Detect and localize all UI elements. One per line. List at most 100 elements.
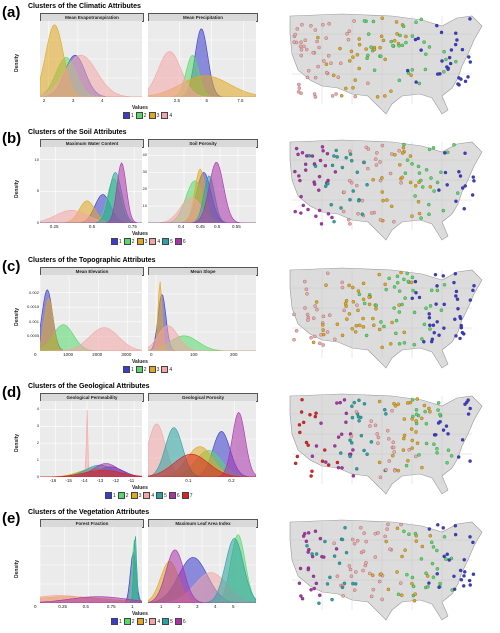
station-dot	[397, 303, 401, 307]
station-dot	[361, 281, 366, 286]
station-dot	[299, 53, 303, 58]
station-dot	[299, 594, 303, 598]
station-dot	[353, 582, 358, 586]
station-dot	[317, 208, 322, 213]
station-dot	[362, 448, 366, 453]
station-dot	[312, 92, 317, 96]
station-dot	[310, 154, 315, 158]
station-dot	[435, 288, 440, 293]
station-dot	[413, 194, 417, 198]
station-dot	[379, 54, 383, 58]
station-dot	[299, 48, 304, 52]
station-dot	[428, 304, 433, 308]
station-dot	[381, 198, 385, 203]
station-dot	[414, 20, 418, 24]
legend-swatch	[168, 492, 176, 499]
legend-label: 2	[131, 238, 135, 245]
station-dot	[353, 330, 358, 334]
station-dot	[366, 166, 370, 171]
station-dot	[316, 35, 320, 40]
x-tick-label: 4	[214, 604, 217, 609]
station-dot	[391, 445, 396, 450]
station-dot	[321, 343, 325, 347]
station-dot	[454, 59, 458, 64]
station-dot	[373, 532, 378, 536]
station-dot	[412, 310, 417, 315]
station-dot	[412, 599, 417, 603]
station-dot	[357, 419, 361, 423]
legend: 1 2 3 4 5 6 7	[103, 492, 192, 499]
plot-panel	[40, 21, 142, 97]
station-dot	[422, 403, 427, 408]
station-dot	[329, 203, 333, 207]
station-dot	[439, 308, 444, 312]
station-dot	[317, 45, 321, 50]
density-series-4	[40, 54, 142, 97]
station-dot	[344, 420, 348, 424]
station-dot	[315, 307, 319, 312]
station-dot	[341, 594, 345, 598]
us-map	[282, 510, 496, 628]
station-dot	[383, 57, 387, 62]
legend-swatch	[156, 492, 164, 499]
station-dot	[463, 184, 467, 188]
station-dot	[344, 86, 348, 91]
station-dot	[313, 75, 318, 80]
x-tick-label: -11	[128, 478, 135, 483]
station-dot	[401, 448, 406, 452]
legend-label: 2	[131, 618, 135, 625]
station-dot	[417, 211, 422, 216]
station-dot	[434, 302, 438, 306]
station-dot	[338, 46, 342, 51]
station-dot	[339, 206, 343, 210]
x-tick-label: 0.4	[178, 224, 185, 229]
station-dot	[441, 526, 445, 530]
station-dot	[323, 163, 328, 168]
plot-panel	[40, 275, 142, 351]
station-dot	[414, 80, 418, 84]
station-dot	[445, 461, 449, 465]
station-dot	[446, 67, 450, 71]
station-dot	[471, 540, 475, 545]
station-dot	[305, 312, 310, 317]
x-tick-label: 1000	[63, 352, 74, 357]
station-dot	[397, 289, 402, 293]
station-dot	[389, 39, 393, 44]
station-dot	[313, 414, 318, 419]
station-dot	[326, 54, 331, 58]
station-dot	[435, 320, 439, 324]
y-tick-label: 20	[142, 186, 147, 192]
y-tick-label: 2	[36, 440, 39, 446]
station-dot	[305, 544, 309, 548]
station-dot	[458, 314, 462, 319]
station-dot	[435, 284, 439, 288]
panel-label: (d)	[2, 384, 22, 401]
legend-swatch	[162, 618, 170, 625]
station-dot	[404, 463, 409, 468]
station-dot	[348, 152, 353, 156]
station-dot	[377, 460, 382, 465]
station-dot	[382, 324, 386, 329]
station-dot	[377, 579, 382, 584]
station-dot	[460, 438, 465, 442]
station-dot	[472, 284, 476, 288]
station-dot	[402, 433, 407, 438]
station-dot	[435, 567, 440, 571]
station-dot	[423, 409, 427, 414]
station-dot	[293, 32, 297, 37]
station-dot	[321, 323, 325, 327]
station-dot	[455, 297, 460, 301]
x-tick-label: 2.5	[173, 98, 181, 103]
station-dot	[406, 279, 410, 284]
density-series-3	[40, 297, 142, 351]
legend-swatch	[161, 366, 169, 373]
station-dot	[351, 300, 356, 304]
station-dot	[303, 38, 307, 42]
station-dot	[375, 432, 379, 436]
density-plot	[40, 147, 142, 223]
x-tick-label: 0.2	[228, 478, 235, 483]
station-dot	[342, 398, 347, 402]
density-plot	[40, 527, 142, 603]
station-dot	[335, 322, 340, 326]
legend-label: 1	[131, 366, 134, 373]
